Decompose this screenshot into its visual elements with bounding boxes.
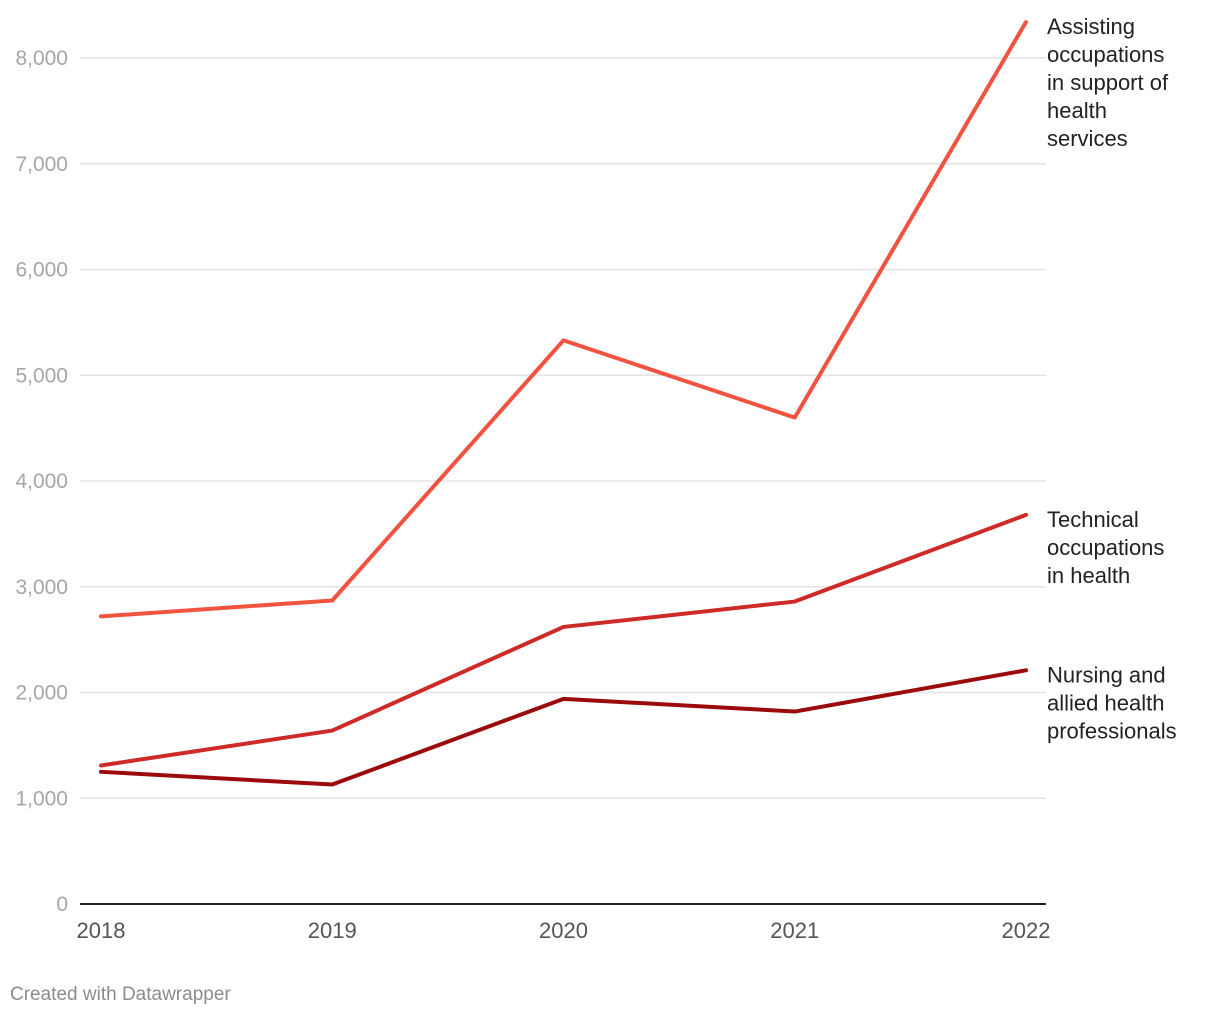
x-tick-label: 2019 [308,918,357,943]
y-tick-label: 6,000 [15,259,68,282]
series-label-line: services [1047,126,1128,151]
gridlines [80,57,1046,799]
series-line-1 [99,512,1028,768]
data-point [794,417,796,419]
x-tick-label: 2020 [539,918,588,943]
x-axis-ticks: 2018 2019 2020 2021 2022 [77,918,1051,943]
y-tick-label: 5,000 [15,364,68,387]
datawrapper-credit: Created with Datawrapper [10,984,231,1005]
series-label-line: Assisting [1047,14,1135,39]
data-point [100,771,102,773]
data-point [794,601,796,603]
series-label-line: health [1047,98,1107,123]
data-point [100,764,102,766]
x-tick-label: 2018 [77,918,126,943]
y-tick-label: 3,000 [15,576,68,599]
data-point [794,711,796,713]
line-chart: 0 1,000 2,000 3,000 4,000 5,000 6,000 7,000 8,00… [15,14,1177,943]
series-line-2 [99,668,1028,787]
y-tick-label: 2,000 [15,682,68,705]
data-point [331,599,333,601]
data-point [1025,21,1027,23]
data-point [331,730,333,732]
series-labels: Assisting occupations in support of health s… [1047,14,1177,743]
series-label-line: Nursing and [1047,662,1166,687]
series-label-line: in support of [1047,70,1169,95]
series-label-line: professionals [1047,718,1177,743]
series-label-line: occupations [1047,42,1164,67]
y-axis-ticks: 0 1,000 2,000 3,000 4,000 5,000 6,000 7,000 8,00… [15,47,68,916]
series-line-0 [99,20,1028,619]
series-label-line: Technical [1047,507,1139,532]
series-label-2: Nursing and allied health professionals [1047,662,1177,743]
data-point [563,698,564,700]
series-label-1: Technical occupations in health [1047,507,1164,588]
data-point [331,784,333,786]
y-tick-label: 7,000 [15,153,68,176]
series-label-line: allied health [1047,690,1164,715]
y-tick-label: 0 [56,893,68,916]
x-tick-label: 2022 [1002,918,1051,943]
y-tick-label: 4,000 [15,470,68,493]
series-label-line: occupations [1047,535,1164,560]
y-tick-label: 8,000 [15,47,68,70]
series-label-line: in health [1047,563,1130,588]
x-tick-label: 2021 [770,918,819,943]
data-point [1025,669,1027,671]
y-tick-label: 1,000 [15,787,68,810]
data-point [100,615,102,617]
data-point [563,339,564,341]
data-point [563,626,564,628]
data-point [1025,514,1027,516]
series-lines [99,20,1028,787]
series-label-0: Assisting occupations in support of health s… [1047,14,1169,151]
